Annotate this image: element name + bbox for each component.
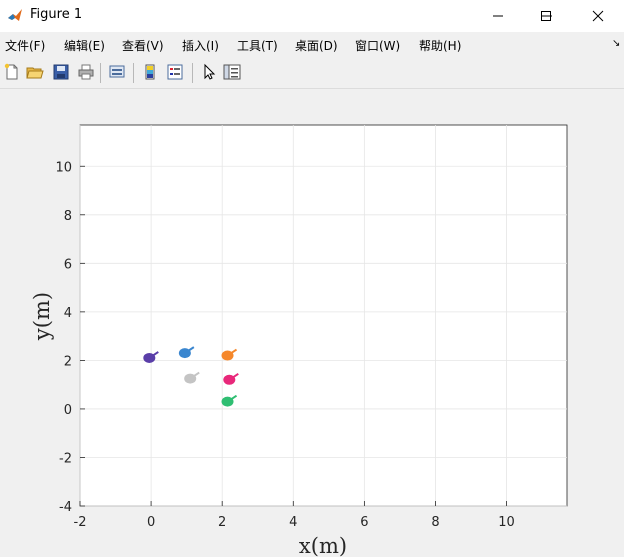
data-point bbox=[221, 350, 234, 361]
menu-desktop[interactable]: 桌面(D) bbox=[295, 39, 338, 53]
y-axis-label: y(m) bbox=[30, 292, 54, 341]
data-point bbox=[143, 352, 156, 363]
y-tick-label: -2 bbox=[59, 451, 72, 466]
y-tick-label: 4 bbox=[64, 306, 72, 321]
link-plot-icon[interactable] bbox=[108, 63, 126, 81]
toolbar-separator bbox=[133, 63, 134, 83]
open-file-icon[interactable] bbox=[26, 63, 44, 81]
menu-bar: 文件(F) 编辑(E) 查看(V) 插入(I) 工具(T) 桌面(D) 窗口(W… bbox=[0, 33, 624, 57]
title-bar[interactable]: Figure 1 bbox=[0, 0, 624, 32]
close-button[interactable] bbox=[575, 0, 621, 32]
x-tick-label: 8 bbox=[431, 515, 439, 530]
menu-view[interactable]: 查看(V) bbox=[122, 39, 164, 53]
matlab-logo-icon bbox=[7, 7, 23, 23]
robot-marker bbox=[143, 351, 159, 363]
insert-legend-icon[interactable] bbox=[166, 63, 184, 81]
menu-file[interactable]: 文件(F) bbox=[5, 39, 46, 53]
x-tick-label: -2 bbox=[74, 515, 87, 530]
x-tick-label: 6 bbox=[360, 515, 368, 530]
figure-toolbar bbox=[0, 58, 624, 89]
minimize-icon bbox=[493, 15, 503, 17]
x-tick-label: 4 bbox=[289, 515, 297, 530]
data-point bbox=[223, 374, 236, 385]
toolbar-separator bbox=[100, 63, 101, 83]
robot-marker bbox=[178, 346, 195, 359]
x-tick-label: 0 bbox=[147, 515, 155, 530]
data-point bbox=[184, 373, 197, 384]
x-tick-label: 2 bbox=[218, 515, 226, 530]
robot-marker bbox=[221, 348, 238, 361]
maximize-icon bbox=[541, 11, 551, 21]
menu-edit[interactable]: 编辑(E) bbox=[64, 39, 105, 53]
dock-arrow-icon[interactable]: ↘ bbox=[612, 38, 621, 49]
y-tick-label: 0 bbox=[64, 403, 72, 418]
robot-marker bbox=[184, 371, 200, 384]
menu-insert[interactable]: 插入(I) bbox=[182, 39, 219, 53]
axes-box bbox=[79, 124, 568, 507]
x-tick-label: 10 bbox=[498, 515, 515, 530]
minimize-caption-button[interactable] bbox=[475, 0, 521, 32]
property-inspector-icon[interactable] bbox=[223, 63, 241, 81]
grid-layer bbox=[79, 125, 567, 507]
figure-canvas: -2 0 2 4 6 8 10 -4 -2 0 2 4 6 8 10 x(m) y(m) bbox=[0, 89, 624, 557]
y-tick-label: 2 bbox=[64, 354, 72, 369]
maximize-button[interactable] bbox=[523, 0, 569, 32]
window-title: Figure 1 bbox=[30, 7, 83, 22]
x-axis-label: x(m) bbox=[299, 534, 347, 557]
data-point bbox=[178, 348, 191, 359]
robot-marker bbox=[223, 372, 239, 385]
toolbar-separator bbox=[192, 63, 193, 83]
menu-tools[interactable]: 工具(T) bbox=[237, 39, 278, 53]
menu-window[interactable]: 窗口(W) bbox=[355, 39, 401, 53]
y-tick-label: -4 bbox=[59, 500, 72, 515]
y-tick-label: 6 bbox=[64, 257, 72, 272]
save-icon[interactable] bbox=[52, 63, 70, 81]
points-layer bbox=[143, 346, 239, 407]
insert-colorbar-icon[interactable] bbox=[141, 63, 159, 81]
new-figure-icon[interactable] bbox=[3, 63, 21, 81]
data-point bbox=[221, 396, 234, 407]
robot-marker bbox=[221, 394, 238, 407]
menu-help[interactable]: 帮助(H) bbox=[419, 39, 462, 53]
y-tick-label: 8 bbox=[64, 209, 72, 224]
print-icon[interactable] bbox=[77, 63, 95, 81]
y-tick-label: 10 bbox=[55, 160, 72, 175]
close-icon bbox=[592, 10, 604, 22]
edit-plot-pointer-icon[interactable] bbox=[200, 63, 218, 81]
